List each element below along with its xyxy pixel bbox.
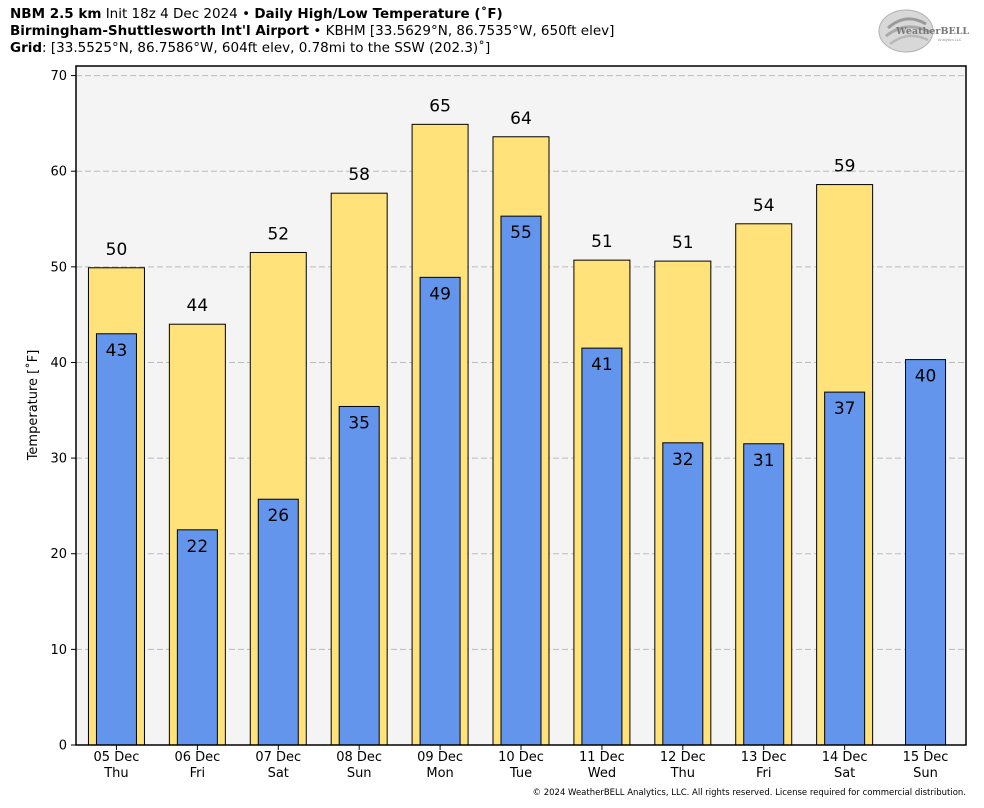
x-tick-day-label: Fri [756, 766, 772, 781]
x-tick-date-label: 10 Dec [498, 750, 544, 765]
low-temp-bar [500, 215, 542, 746]
low-temp-bar [824, 391, 866, 746]
x-tick-date-label: 09 Dec [417, 750, 463, 765]
chart-header-line-1: NBM 2.5 km Init 18z 4 Dec 2024 • Daily H… [10, 6, 503, 23]
high-temp-label: 64 [510, 109, 532, 129]
logo-subtext: Analytics LLC [938, 38, 962, 42]
y-tick-label: 10 [50, 643, 67, 658]
logo-text: WeatherBELL [895, 26, 969, 37]
y-tick-label: 50 [50, 260, 67, 275]
station-name: Birmingham-Shuttlesworth Int'l Airport [10, 23, 310, 39]
bars: 50 43 44 22 52 26 58 35 65 49 64 55 51 41 51 32 54 31 59 37… [87, 96, 947, 746]
low-temp-label: 32 [672, 450, 694, 470]
low-temp-bar [581, 347, 623, 746]
y-tick-label: 30 [50, 452, 67, 467]
init-time: Init 18z 4 Dec 2024 [105, 6, 238, 22]
low-temp-label: 49 [429, 284, 451, 304]
x-tick-day-label: Sun [913, 766, 938, 781]
y-tick-label: 40 [50, 356, 67, 371]
x-tick-day-label: Thu [103, 766, 128, 781]
x-tick-date-label: 08 Dec [336, 750, 382, 765]
separator: • [313, 23, 322, 39]
x-tick-date-label: 11 Dec [579, 750, 625, 765]
x-tick-date-label: 06 Dec [174, 750, 220, 765]
high-temp-label: 51 [591, 232, 613, 252]
low-temp-bar [257, 498, 299, 746]
high-temp-label: 59 [834, 157, 856, 177]
x-tick-date-label: 07 Dec [255, 750, 301, 765]
high-temp-label: 51 [672, 233, 694, 253]
chart-header-line-2: Birmingham-Shuttlesworth Int'l Airport •… [10, 23, 614, 40]
x-tick-day-label: Sat [268, 766, 289, 781]
low-temp-bar [662, 442, 704, 746]
high-temp-label: 44 [187, 296, 209, 316]
chart-header-line-3: Grid: [33.5525°N, 86.7586°W, 604ft elev,… [10, 40, 490, 57]
low-temp-label: 41 [591, 355, 613, 375]
x-tick-date-label: 13 Dec [741, 750, 787, 765]
high-temp-label: 50 [106, 240, 128, 260]
copyright-notice: © 2024 WeatherBELL Analytics, LLC. All r… [532, 788, 966, 798]
low-temp-label: 31 [753, 451, 775, 471]
x-tick-day-label: Sat [834, 766, 855, 781]
x-tick-day-label: Sun [347, 766, 372, 781]
x-tick-day-label: Thu [670, 766, 695, 781]
y-tick-label: 60 [50, 165, 67, 180]
grid-details: : [33.5525°N, 86.7586°W, 604ft elev, 0.7… [42, 40, 491, 56]
high-temp-label: 54 [753, 196, 775, 216]
x-tick-date-label: 05 Dec [94, 750, 140, 765]
low-temp-bar [419, 276, 461, 746]
low-temp-bar [743, 443, 785, 746]
model-name: NBM 2.5 km [10, 6, 102, 22]
high-temp-label: 65 [429, 96, 451, 116]
low-temp-label: 55 [510, 223, 532, 243]
low-temp-bar [905, 359, 947, 746]
station-details: KBHM [33.5629°N, 86.7535°W, 650ft elev] [325, 23, 615, 39]
product-title: Daily High/Low Temperature (˚F) [254, 6, 503, 22]
low-temp-bar [95, 333, 137, 746]
grid-label: Grid [10, 40, 43, 56]
low-temp-bar [176, 529, 218, 746]
high-temp-label: 52 [267, 224, 289, 244]
x-tick-day-label: Wed [588, 766, 616, 781]
y-axis-label: Temperature [˚F] [25, 350, 41, 462]
low-temp-label: 37 [834, 399, 856, 419]
x-tick-day-label: Fri [190, 766, 206, 781]
weatherbell-logo: WeatherBELL Analytics LLC [878, 9, 969, 53]
low-temp-label: 43 [106, 341, 128, 361]
separator: • [242, 6, 251, 22]
low-temp-label: 40 [915, 367, 937, 387]
low-temp-label: 35 [348, 413, 370, 433]
x-tick-date-label: 15 Dec [903, 750, 949, 765]
low-temp-bar [338, 405, 380, 746]
y-tick-label: 0 [59, 739, 67, 754]
low-temp-label: 26 [267, 506, 289, 526]
y-tick-label: 70 [50, 69, 67, 84]
x-tick-day-label: Tue [509, 766, 532, 781]
x-tick-date-label: 14 Dec [822, 750, 868, 765]
low-temp-label: 22 [187, 537, 209, 557]
high-temp-label: 58 [348, 165, 370, 185]
x-tick-date-label: 12 Dec [660, 750, 706, 765]
x-tick-day-label: Mon [426, 766, 453, 781]
y-tick-label: 20 [50, 547, 67, 562]
